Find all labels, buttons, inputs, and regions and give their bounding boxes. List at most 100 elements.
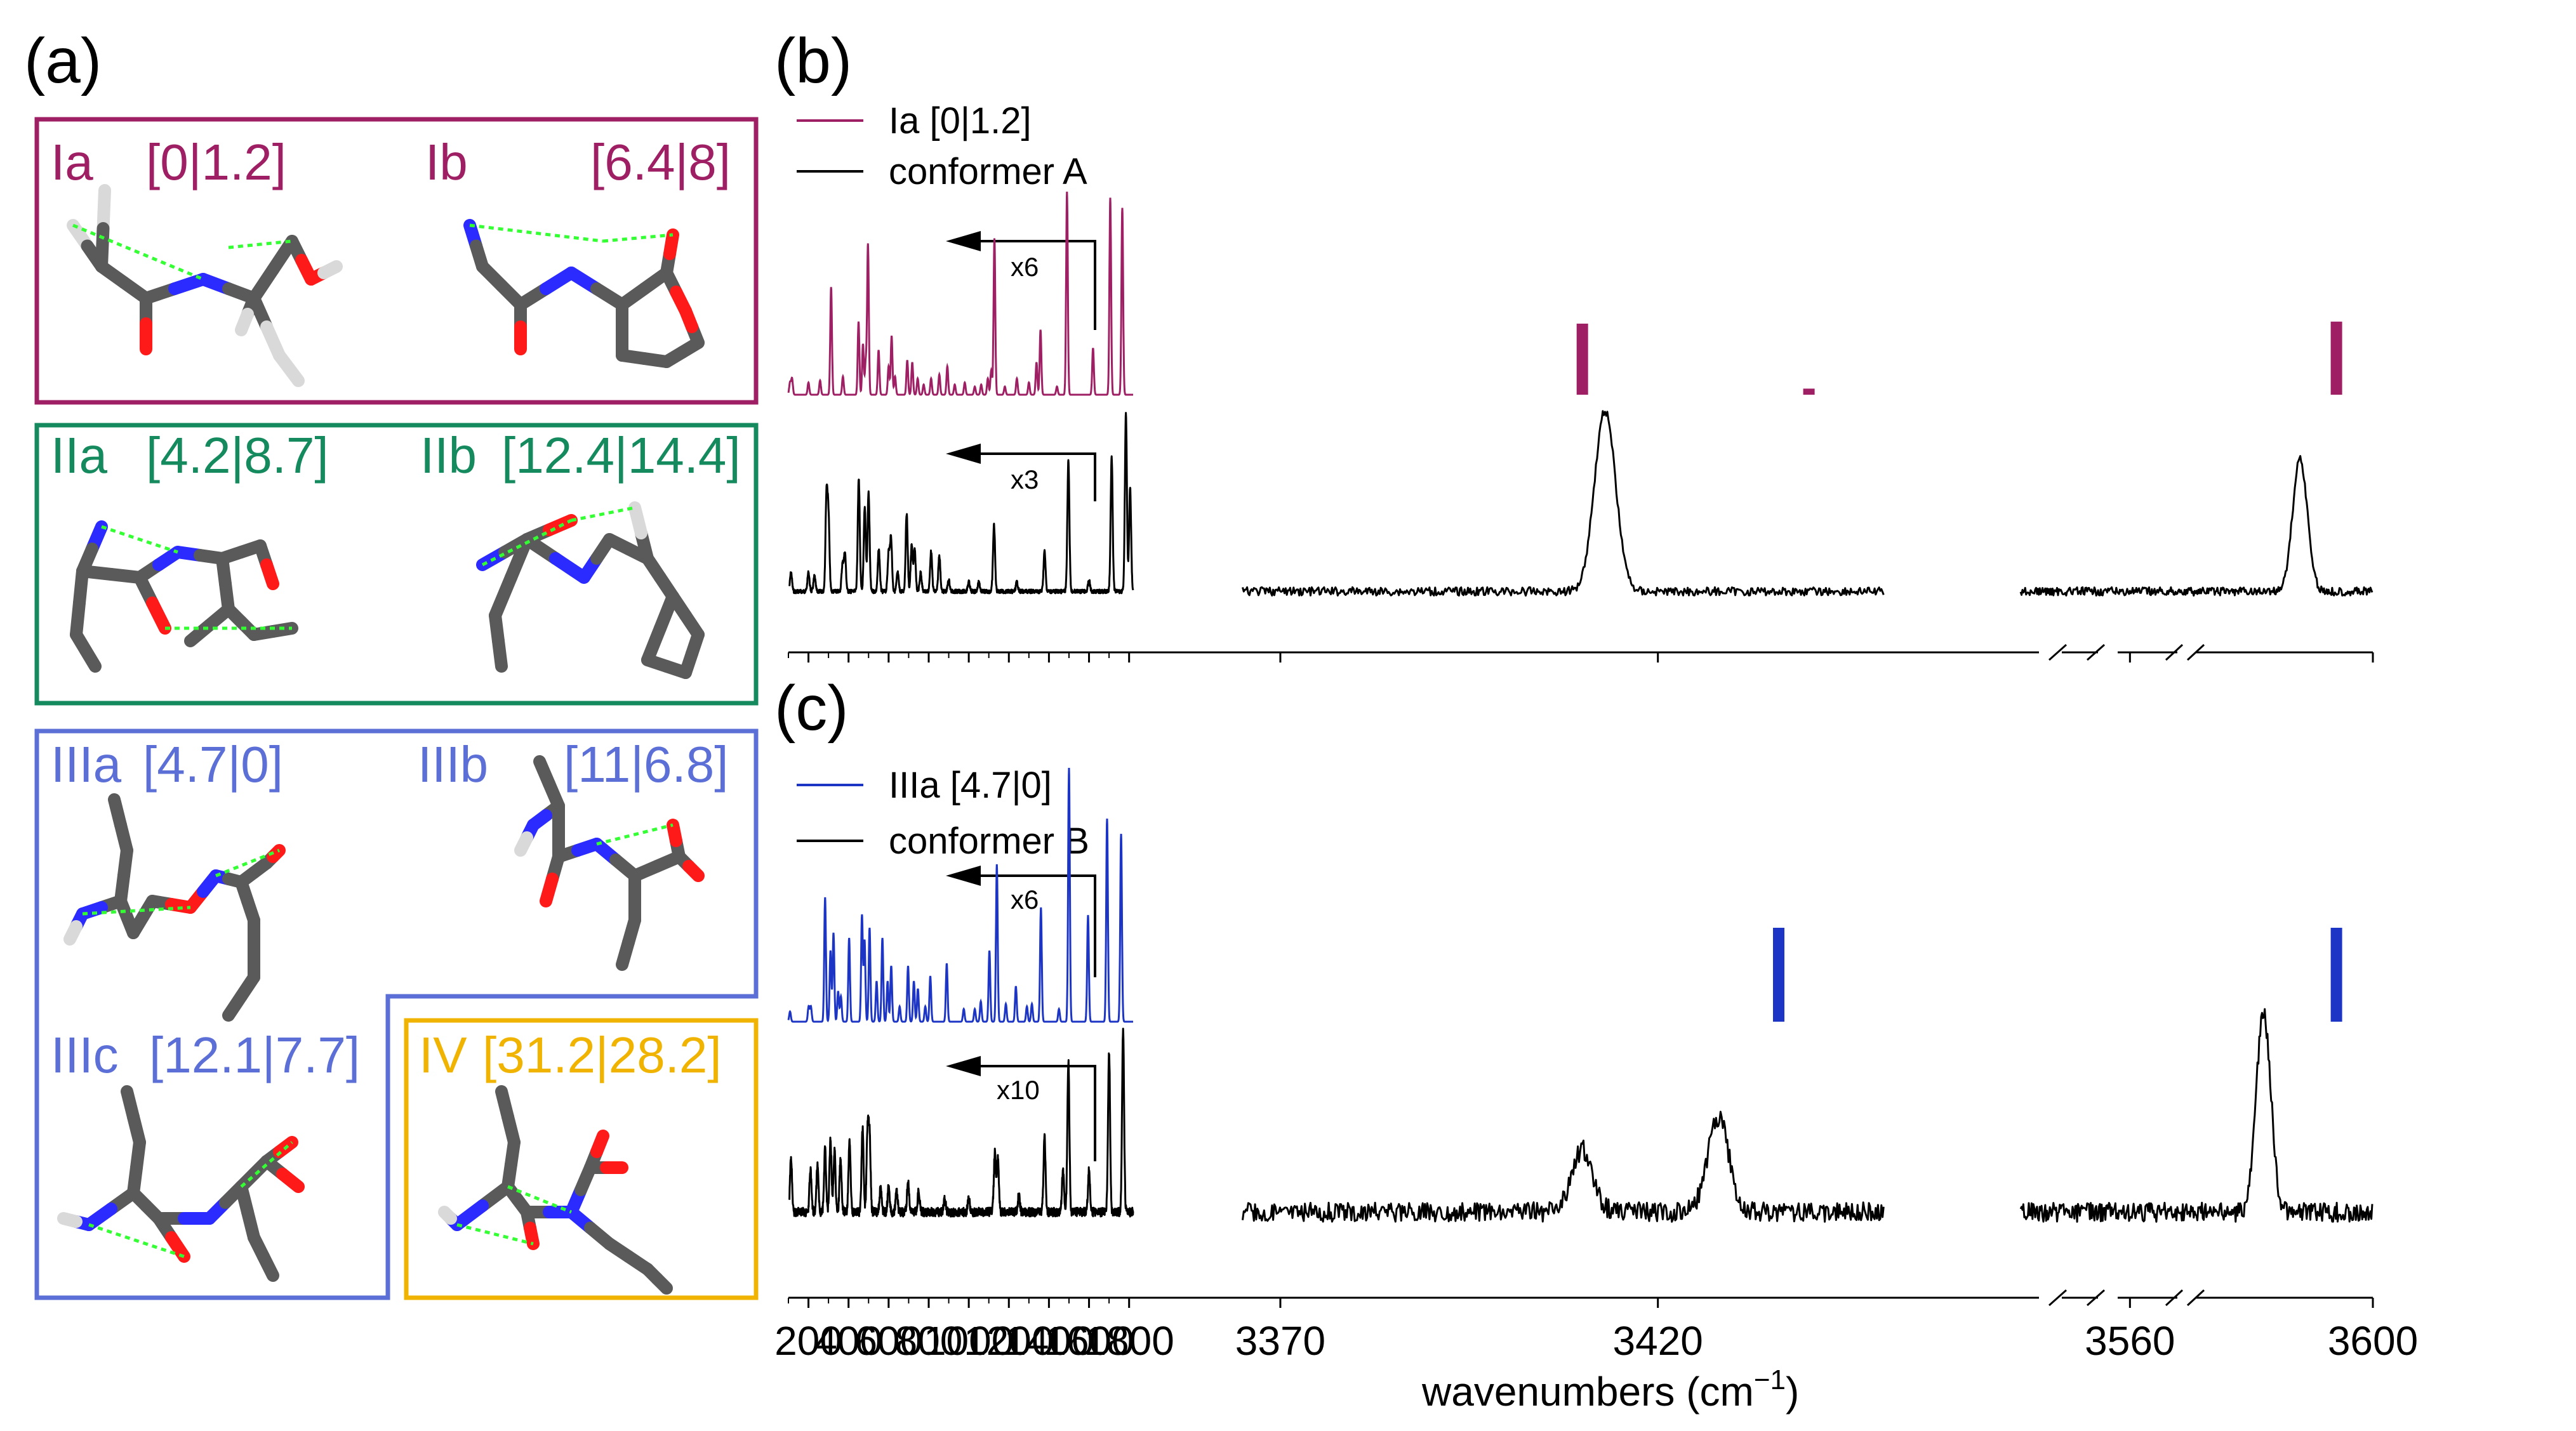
scale-label: x3: [1011, 465, 1039, 494]
bond: [651, 1272, 673, 1295]
hydrogen-bond: [456, 1223, 534, 1246]
bond: [667, 819, 682, 847]
label-conformer-Ib: Ib [6.4|8]: [425, 134, 731, 190]
legend-b: Ia [0|1.2] conformer A: [797, 100, 1087, 192]
conformer-name: IIb: [420, 427, 477, 484]
tick-label: 600: [854, 1318, 922, 1364]
label-conformer-IIIb: IIIb [11|6.8]: [418, 736, 729, 793]
tick-label: 200: [774, 1318, 842, 1364]
hydrogen-bond: [82, 906, 191, 916]
scale-bracket: [978, 240, 1096, 330]
scale-marker-b-calc: x6: [946, 231, 1096, 330]
molecule-5: [514, 755, 705, 971]
panel-label-a: (a): [24, 25, 102, 96]
spectrum-line-calc: [787, 767, 1133, 1023]
label-conformer-IIb: IIb [12.4|14.4]: [420, 427, 741, 484]
x-axis-title-close: ): [1786, 1369, 1799, 1415]
conformer-energies: [12.1|7.7]: [149, 1027, 360, 1083]
stick-peak: [2330, 321, 2342, 395]
spectrum-line-exp: [788, 1027, 1134, 1218]
x-axis-title-sup: −1: [1754, 1364, 1786, 1395]
label-conformer-Ia: Ia [0|1.2]: [51, 134, 286, 190]
bond: [276, 1168, 305, 1193]
stick-peak: [1773, 928, 1784, 1022]
spectrum-line-calc: [787, 191, 1133, 396]
scale-label: x6: [1011, 252, 1039, 282]
bond: [79, 644, 102, 673]
scale-bracket: [978, 874, 1096, 977]
arrow-left-icon: [946, 444, 981, 464]
box-conformer-I: [34, 117, 759, 405]
bond: [95, 222, 110, 273]
molecule-2: [70, 520, 298, 673]
box-conformer-II: [34, 423, 759, 706]
bond: [628, 501, 647, 539]
scale-bracket: [978, 1065, 1096, 1161]
tick-label: 1000: [924, 1318, 1014, 1364]
axis-break-mark: [2087, 643, 2105, 661]
scale-marker-c-exp: x10: [946, 1056, 1096, 1161]
conformer-energies: [4.7|0]: [143, 736, 283, 793]
series-0-1: [788, 410, 2374, 597]
arrow-left-icon: [946, 1056, 981, 1076]
molecule-4: [63, 793, 286, 1022]
bond: [682, 860, 705, 882]
molecule-0: [67, 184, 343, 387]
molecule-structures: [57, 184, 705, 1295]
molecule-3: [476, 501, 705, 679]
label-conformer-IIa: IIa [4.2|8.7]: [51, 427, 329, 484]
bond: [282, 362, 305, 387]
bond: [257, 1250, 279, 1282]
spectrum-line-exp: [1242, 410, 1885, 597]
bond: [146, 597, 171, 635]
hydrogen-bond: [507, 1185, 572, 1214]
conformer-name: IV: [419, 1027, 467, 1083]
hydrogen-bond: [469, 223, 604, 243]
spectrum-line-exp: [2019, 1008, 2374, 1223]
conformer-name: IIIa: [51, 736, 122, 793]
legend-c: IIIa [4.7|0] conformer B: [797, 765, 1089, 862]
hydrogen-bond: [228, 239, 293, 249]
bond: [235, 308, 254, 336]
scale-marker-c-calc: x6: [946, 866, 1096, 977]
hydrogen-bond: [88, 1223, 185, 1258]
bond: [96, 184, 111, 235]
tick-label: 3420: [1612, 1318, 1703, 1364]
x-axis-0: [788, 643, 2374, 663]
conformer-name: Ia: [51, 134, 93, 190]
scale-label: x10: [997, 1075, 1040, 1105]
stick-peak: [2330, 928, 2342, 1022]
axis-break-mark: [2186, 643, 2205, 661]
scale-label: x6: [1011, 885, 1039, 914]
tick-label: 400: [814, 1318, 882, 1364]
legend-label-calc: IIIa [4.7|0]: [889, 765, 1052, 806]
axis-break-mark: [2048, 1289, 2067, 1307]
conformer-name: IIa: [51, 427, 107, 484]
bond: [260, 558, 279, 590]
hydrogen-bond: [596, 823, 674, 846]
scale-marker-b-exp: x3: [946, 444, 1096, 501]
conformer-energies: [31.2|28.2]: [482, 1027, 722, 1083]
label-conformer-IV: IV [31.2|28.2]: [419, 1027, 722, 1083]
bond: [165, 1231, 190, 1263]
legend-label-exp: conformer B: [889, 821, 1089, 862]
tick-label: 1200: [964, 1318, 1054, 1364]
tick-label: 1400: [1004, 1318, 1094, 1364]
bond: [514, 831, 533, 857]
series-1-0: [787, 767, 2342, 1023]
bond: [616, 936, 635, 971]
conformer-energies: [12.4|14.4]: [501, 427, 741, 484]
arrow-left-icon: [946, 231, 981, 251]
spectrum-line-exp: [2019, 455, 2374, 597]
conformer-name: IIIb: [418, 736, 488, 793]
bond: [492, 635, 508, 673]
scale-bracket: [978, 452, 1096, 501]
arrow-left-icon: [946, 866, 981, 886]
hydrogen-bond: [240, 1141, 293, 1188]
bond: [57, 1212, 83, 1228]
tick-label: 3370: [1235, 1318, 1325, 1364]
label-conformer-IIIc: IIIc [12.1|7.7]: [51, 1027, 360, 1083]
